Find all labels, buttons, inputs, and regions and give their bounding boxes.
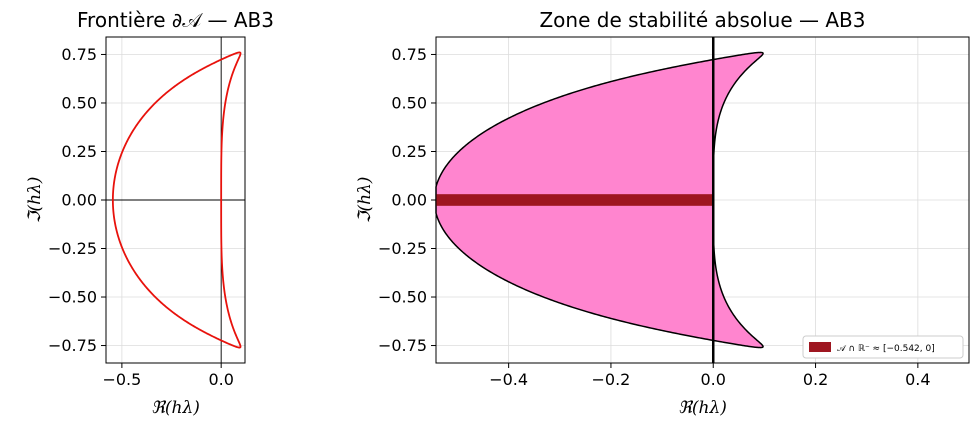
y-tick-label: −0.25 (48, 239, 97, 258)
y-tick-label: 0.50 (61, 93, 97, 112)
right-x-ticks: −0.4 −0.2 0.0 0.2 0.4 (489, 363, 931, 389)
y-tick-label: 0.00 (391, 191, 427, 210)
y-tick-label: 0.50 (391, 93, 427, 112)
x-tick-label: 0.4 (905, 370, 930, 389)
x-tick-label: −0.2 (592, 370, 631, 389)
left-x-axis-label: ℜ(hλ) (151, 398, 200, 418)
real-interval-bar (436, 194, 714, 206)
stability-region-chart: −0.4 −0.2 0.0 0.2 0.4 0.75 0.50 0.25 0.00 −0.25 −… (355, 8, 970, 418)
y-tick-label: −0.50 (378, 288, 427, 307)
boundary-curve (111, 51, 242, 349)
left-chart-title: Frontière ∂𝒜 — AB3 (77, 8, 274, 32)
y-tick-label: −0.75 (378, 336, 427, 355)
y-tick-label: 0.75 (391, 45, 427, 64)
y-tick-label: 0.75 (61, 45, 97, 64)
left-y-axis-label: ℑ(hλ) (25, 177, 45, 224)
y-tick-label: −0.75 (48, 336, 97, 355)
y-tick-label: −0.25 (378, 239, 427, 258)
legend-entry: 𝒜 ∩ ℝ⁻ ≈ [−0.542, 0] (837, 344, 935, 354)
x-tick-label: 0.0 (701, 370, 726, 389)
y-tick-label: 0.25 (391, 142, 427, 161)
legend-swatch (809, 342, 831, 352)
y-tick-label: 0.25 (61, 142, 97, 161)
right-y-axis-label: ℑ(hλ) (355, 177, 375, 224)
legend: 𝒜 ∩ ℝ⁻ ≈ [−0.542, 0] (802, 335, 964, 359)
x-tick-label: 0.2 (803, 370, 828, 389)
y-tick-label: −0.50 (48, 288, 97, 307)
y-tick-label: 0.00 (61, 191, 97, 210)
right-x-axis-label: ℜ(hλ) (678, 398, 727, 418)
legend-box (802, 335, 964, 359)
x-tick-label: 0.0 (208, 370, 233, 389)
x-tick-label: −0.4 (489, 370, 528, 389)
x-tick-label: −0.5 (102, 370, 141, 389)
left-y-ticks: 0.75 0.50 0.25 0.00 −0.25 −0.50 −0.75 (48, 45, 106, 355)
left-x-ticks: −0.5 0.0 (102, 363, 234, 389)
right-y-ticks: 0.75 0.50 0.25 0.00 −0.25 −0.50 −0.75 (378, 45, 436, 355)
right-chart-title: Zone de stabilité absolue — AB3 (539, 8, 865, 32)
boundary-chart: −0.5 0.0 0.750.500.250.00−0.25−0.50−0.75 … (25, 8, 274, 418)
